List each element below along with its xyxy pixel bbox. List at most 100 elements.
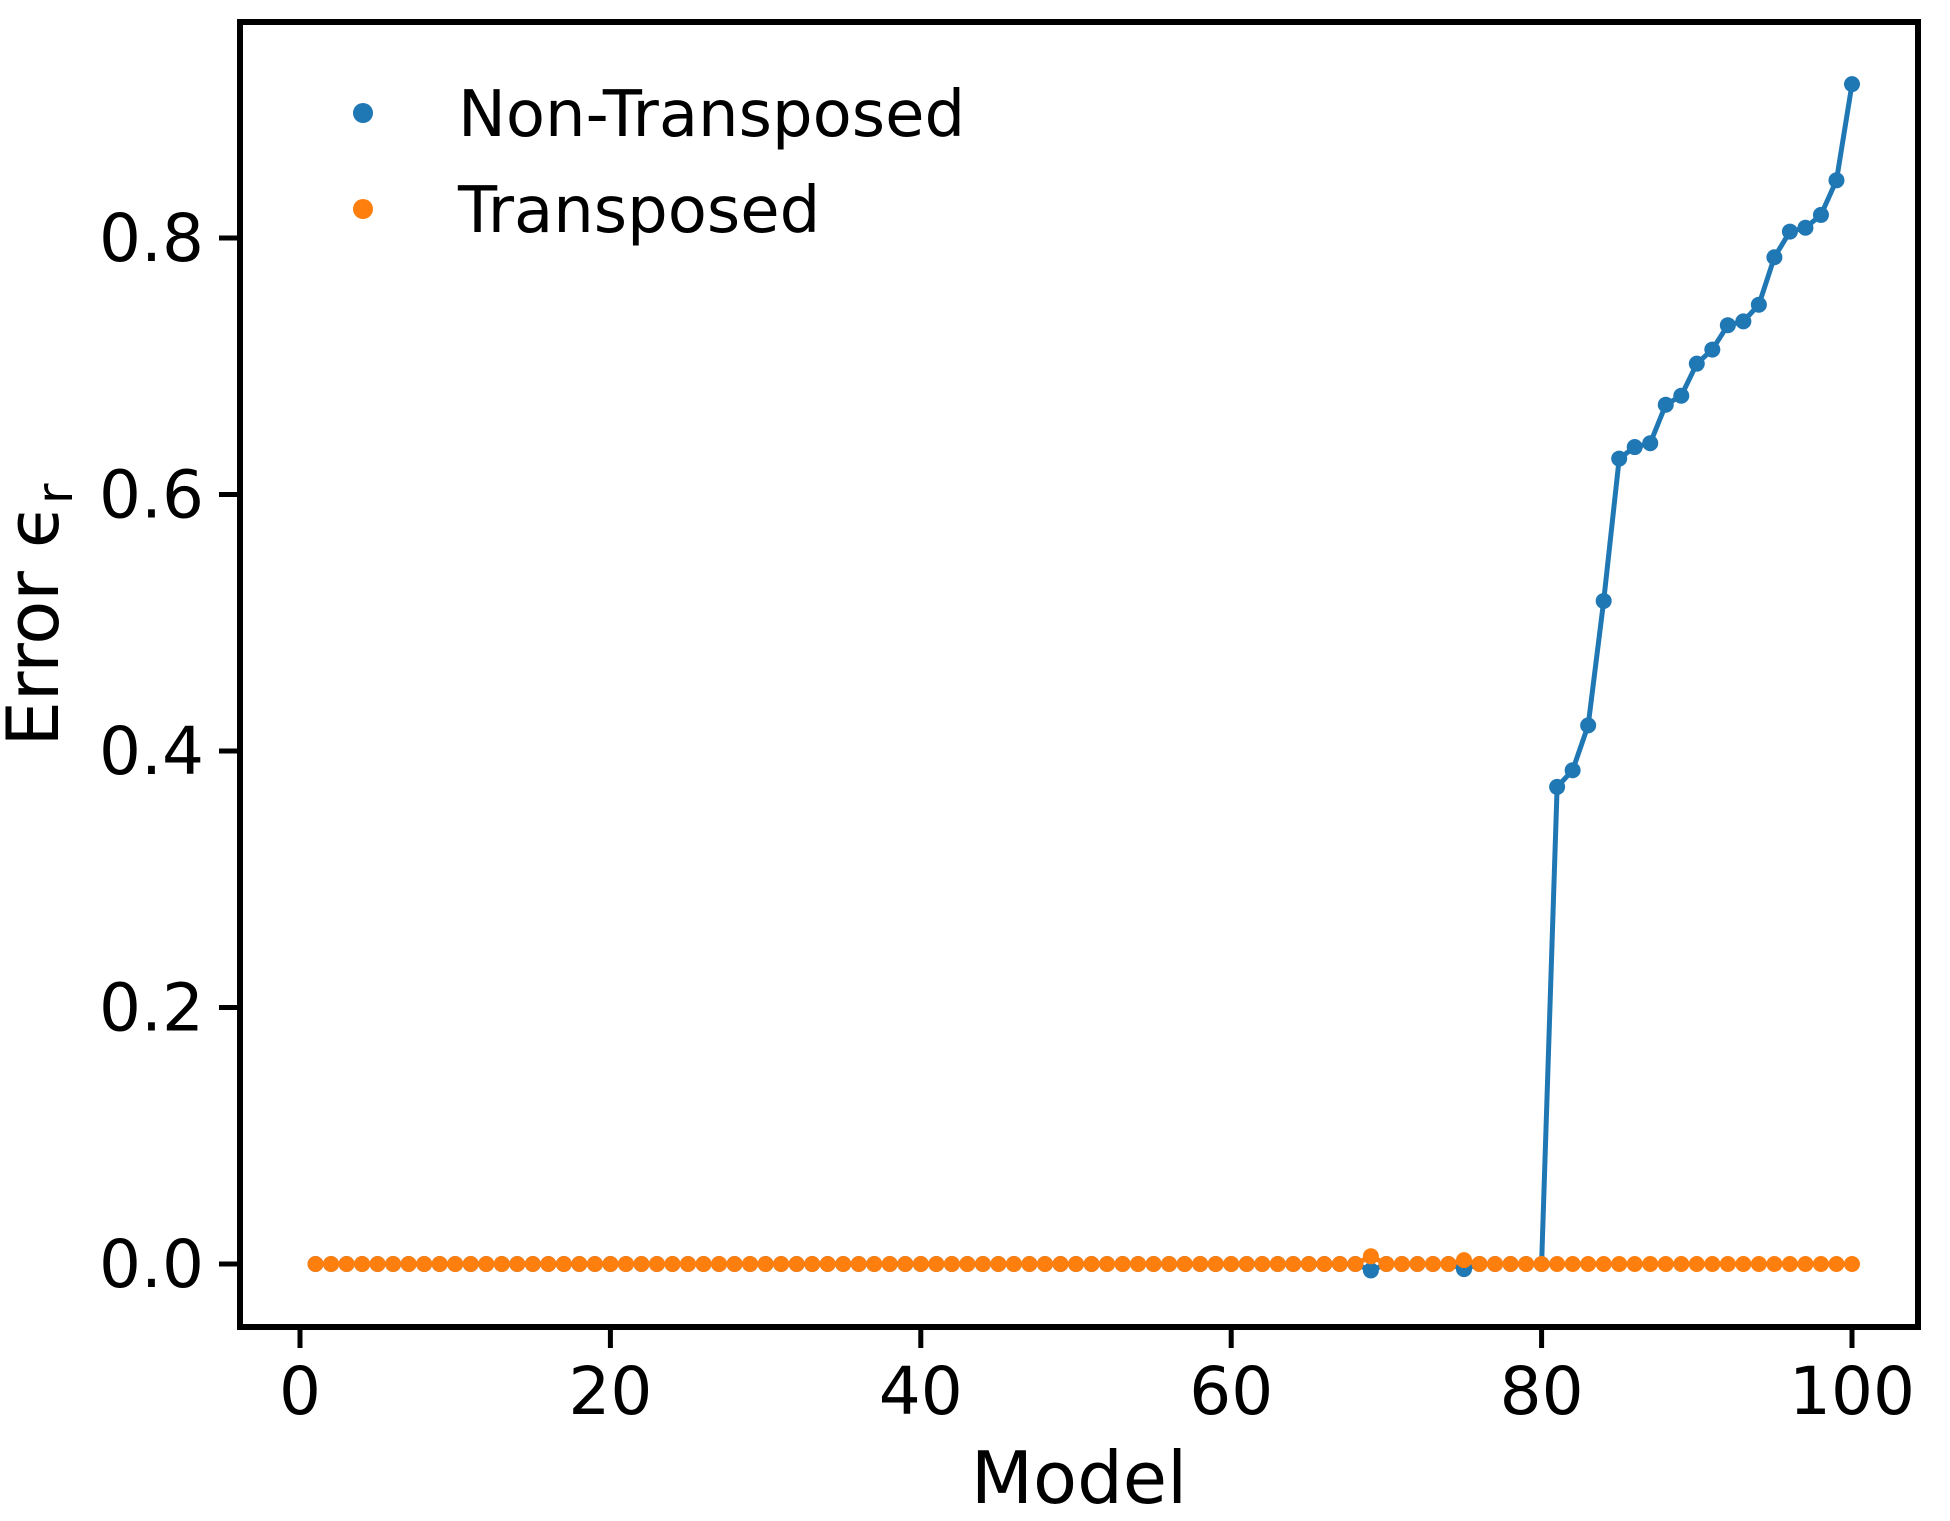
x-tick-label: 100 [1789, 1353, 1915, 1430]
transposed-point [447, 1256, 464, 1272]
legend: Non-Transposed Transposed [353, 78, 965, 248]
non-transposed-point [1828, 172, 1845, 189]
transposed-point [1564, 1256, 1581, 1272]
transposed-point [773, 1256, 790, 1272]
transposed-point [881, 1256, 898, 1272]
transposed-point [493, 1256, 510, 1272]
non-transposed-point [1657, 396, 1674, 413]
series-layer [307, 76, 1860, 1279]
non-transposed-point [1362, 1262, 1379, 1279]
transposed-point [1378, 1256, 1395, 1272]
transposed-point [1626, 1256, 1643, 1272]
transposed-point [648, 1256, 665, 1272]
transposed-point [1580, 1256, 1597, 1272]
x-tick-label: 80 [1500, 1353, 1584, 1430]
y-axis-label-base: Error ϵ [0, 504, 75, 747]
transposed-point [974, 1256, 991, 1272]
transposed-point [385, 1256, 402, 1272]
non-transposed-point [1797, 219, 1814, 236]
transposed-point [850, 1256, 867, 1272]
x-tick-label: 60 [1189, 1353, 1273, 1430]
transposed-point [1657, 1256, 1674, 1272]
non-transposed-point [1719, 317, 1736, 334]
transposed-point [1036, 1256, 1053, 1272]
y-tick-label: 0.8 [99, 200, 204, 277]
transposed-point [369, 1256, 386, 1272]
transposed-point [1068, 1256, 1084, 1272]
transposed-point [1735, 1256, 1752, 1272]
transposed-point [540, 1256, 557, 1272]
plot-border [237, 19, 1921, 1330]
transposed-point [664, 1256, 681, 1272]
non-transposed-point [1595, 592, 1612, 609]
non-transposed-line [313, 81, 1855, 1273]
non-transposed-point [1766, 249, 1783, 266]
series-transposed [307, 1248, 1860, 1272]
non-transposed-point [1642, 435, 1659, 452]
transposed-point [633, 1256, 650, 1272]
transposed-point [959, 1256, 976, 1272]
transposed-point [1704, 1256, 1721, 1272]
x-tick-label: 40 [879, 1353, 963, 1430]
transposed-point [354, 1256, 371, 1272]
transposed-point [711, 1256, 728, 1272]
y-tick-label: 0.0 [99, 1226, 204, 1303]
non-transposed-point [1704, 341, 1721, 358]
transposed-point [1316, 1256, 1333, 1272]
transposed-point [1518, 1256, 1535, 1272]
transposed-point [571, 1256, 588, 1272]
transposed-point [1409, 1256, 1426, 1272]
transposed-point [742, 1256, 759, 1272]
transposed-point [1440, 1256, 1457, 1272]
non-transposed-point [1564, 762, 1581, 779]
transposed-point [602, 1256, 619, 1272]
transposed-point [1052, 1256, 1069, 1272]
transposed-point [1719, 1256, 1736, 1272]
legend-label-transposed: Transposed [457, 174, 820, 248]
non-transposed-point [1750, 296, 1767, 313]
non-transposed-point [1812, 206, 1829, 223]
transposed-point [866, 1256, 883, 1272]
transposed-point [1549, 1256, 1566, 1272]
transposed-point [1300, 1256, 1317, 1272]
transposed-point [400, 1256, 417, 1272]
transposed-point [1362, 1248, 1379, 1265]
transposed-point [524, 1256, 541, 1272]
transposed-point [757, 1256, 774, 1272]
transposed-point [1145, 1256, 1162, 1272]
transposed-point [1161, 1256, 1178, 1272]
transposed-point [990, 1256, 1007, 1272]
x-tick-label: 0 [279, 1353, 321, 1430]
transposed-point [307, 1256, 324, 1272]
transposed-point [1176, 1256, 1193, 1272]
transposed-point [1487, 1256, 1504, 1272]
transposed-point [1502, 1256, 1519, 1272]
transposed-point [943, 1256, 960, 1272]
y-tick-label: 0.2 [99, 970, 204, 1047]
y-axis-label: Error ϵr [0, 483, 84, 747]
transposed-point [1114, 1256, 1131, 1272]
non-transposed-point [1673, 387, 1690, 404]
x-axis-label: Model [971, 1436, 1187, 1520]
transposed-point [1750, 1256, 1767, 1272]
transposed-point [431, 1256, 448, 1272]
transposed-point [1347, 1256, 1364, 1272]
transposed-point [1238, 1256, 1255, 1272]
transposed-point [617, 1256, 634, 1272]
transposed-point [1797, 1256, 1814, 1272]
transposed-point [509, 1256, 526, 1272]
transposed-point [555, 1256, 572, 1272]
transposed-point [1285, 1256, 1302, 1272]
y-axis: 0.0 0.2 0.4 0.6 0.8 [99, 200, 240, 1303]
x-axis: 0 20 40 60 80 100 [279, 1327, 1915, 1430]
transposed-point [680, 1256, 696, 1272]
series-non-transposed [307, 76, 1860, 1279]
legend-label-non-transposed: Non-Transposed [458, 78, 965, 152]
transposed-point [1595, 1256, 1612, 1272]
transposed-point [1254, 1256, 1271, 1272]
y-tick-label: 0.6 [99, 457, 204, 534]
transposed-point [1269, 1256, 1286, 1272]
legend-marker-non-transposed [353, 103, 373, 123]
transposed-point [1099, 1256, 1116, 1272]
